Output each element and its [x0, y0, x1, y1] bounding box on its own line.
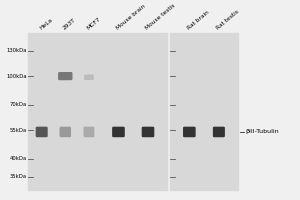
Text: 130kDa: 130kDa [7, 48, 27, 53]
FancyBboxPatch shape [214, 127, 224, 137]
FancyBboxPatch shape [85, 75, 93, 79]
Text: 70kDa: 70kDa [10, 102, 27, 107]
Text: 40kDa: 40kDa [10, 156, 27, 161]
Bar [170, 33, 238, 190]
FancyBboxPatch shape [184, 127, 195, 137]
Text: Rat testis: Rat testis [216, 9, 240, 31]
Text: 35kDa: 35kDa [10, 174, 27, 179]
FancyBboxPatch shape [59, 73, 72, 80]
Text: 55kDa: 55kDa [10, 128, 27, 133]
Text: Mouse brain: Mouse brain [115, 4, 146, 31]
Text: MCF7: MCF7 [86, 17, 101, 31]
Text: 100kDa: 100kDa [6, 74, 27, 79]
Text: βIII-Tubulin: βIII-Tubulin [245, 129, 279, 134]
FancyBboxPatch shape [60, 127, 70, 137]
Bar [28, 33, 167, 190]
Text: HeLa: HeLa [38, 18, 53, 31]
Text: Mouse testis: Mouse testis [145, 3, 177, 31]
FancyBboxPatch shape [36, 127, 47, 137]
Text: 293T: 293T [62, 18, 76, 31]
Text: Rat brain: Rat brain [186, 10, 210, 31]
FancyBboxPatch shape [142, 127, 154, 137]
FancyBboxPatch shape [113, 127, 124, 137]
FancyBboxPatch shape [84, 127, 94, 137]
